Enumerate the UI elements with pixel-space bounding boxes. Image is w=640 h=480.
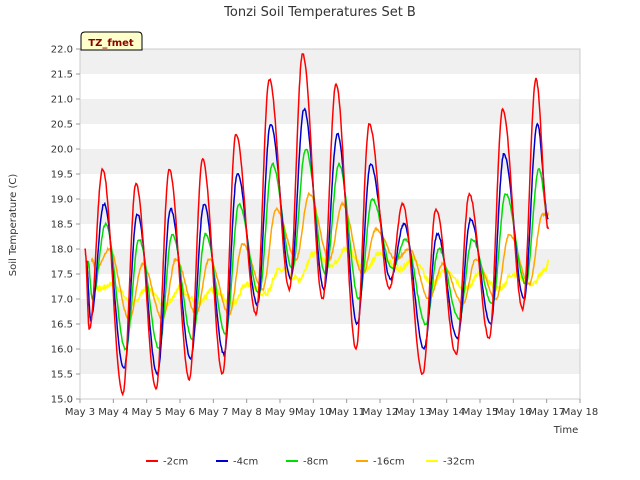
legend-label: -16cm: [373, 457, 405, 468]
y-tick-label: 20.0: [51, 145, 73, 156]
y-axis-title: Soil Temperature (C): [8, 174, 19, 277]
grid-band: [80, 124, 580, 149]
grid-band: [80, 99, 580, 124]
x-tick-label: May 15: [462, 407, 499, 418]
y-tick-label: 21.0: [51, 95, 73, 106]
y-tick-label: 18.0: [51, 245, 73, 256]
series-line-minus-8cm: [87, 148, 549, 351]
x-tick-label: May 4: [98, 407, 128, 418]
chart-title: Tonzi Soil Temperatures Set B: [223, 5, 416, 20]
y-tick-label: 20.5: [51, 120, 73, 131]
legend-label: -2cm: [163, 457, 188, 468]
x-tick-label: May 5: [132, 407, 162, 418]
x-tick-label: May 10: [295, 407, 332, 418]
x-tick-label: May 7: [198, 407, 228, 418]
grid-band: [80, 49, 580, 74]
tz-fmet-badge: TZ_fmet: [80, 31, 143, 51]
legend: -2cm -4cm -8cm -16cm -32cm: [146, 457, 475, 468]
y-tick-label: 18.5: [51, 220, 73, 231]
legend-item: -2cm: [146, 457, 188, 468]
y-tick-label: 22.0: [51, 45, 73, 56]
legend-item: -8cm: [286, 457, 328, 468]
legend-item: -32cm: [426, 457, 475, 468]
badge-box: [80, 31, 143, 51]
x-tick-label: May 14: [428, 407, 465, 418]
y-tick-label: 16.5: [51, 320, 73, 331]
y-tick-label: 19.0: [51, 195, 73, 206]
y-tick-label: 19.5: [51, 170, 73, 181]
x-tick-label: May 9: [265, 407, 295, 418]
legend-label: -32cm: [443, 457, 475, 468]
grid-band: [80, 74, 580, 99]
y-tick-label: 17.0: [51, 295, 73, 306]
x-tick-label: May 13: [395, 407, 432, 418]
x-tick-label: May 11: [328, 407, 365, 418]
x-tick-label: May 6: [165, 407, 195, 418]
series-lines: [84, 53, 550, 397]
x-axis: May 3 May 4 May 5 May 6 May 7 May 8 May 9 May 1…: [65, 399, 598, 418]
legend-item: -16cm: [356, 457, 405, 468]
x-tick-label: May 12: [362, 407, 399, 418]
y-axis: 15.0 15.5 16.0 16.5 17.0 17.5 18.0 18.5 19.0 19.5…: [51, 45, 80, 406]
x-tick-label: May 8: [232, 407, 262, 418]
badge-label: TZ_fmet: [88, 38, 134, 49]
grid-band: [80, 374, 580, 399]
grid-band: [80, 349, 580, 374]
x-tick-label: May 3: [65, 407, 95, 418]
y-tick-label: 21.5: [51, 70, 73, 81]
y-tick-label: 16.0: [51, 345, 73, 356]
legend-label: -8cm: [303, 457, 328, 468]
series-line-minus-2cm: [84, 53, 550, 397]
legend-label: -4cm: [233, 457, 258, 468]
y-tick-label: 15.0: [51, 395, 73, 406]
y-tick-label: 15.5: [51, 370, 73, 381]
x-tick-label: May 18: [562, 407, 599, 418]
y-tick-label: 17.5: [51, 270, 73, 281]
x-tick-label: May 17: [528, 407, 565, 418]
legend-item: -4cm: [216, 457, 258, 468]
x-axis-title: Time: [553, 425, 578, 436]
x-tick-label: May 16: [495, 407, 532, 418]
